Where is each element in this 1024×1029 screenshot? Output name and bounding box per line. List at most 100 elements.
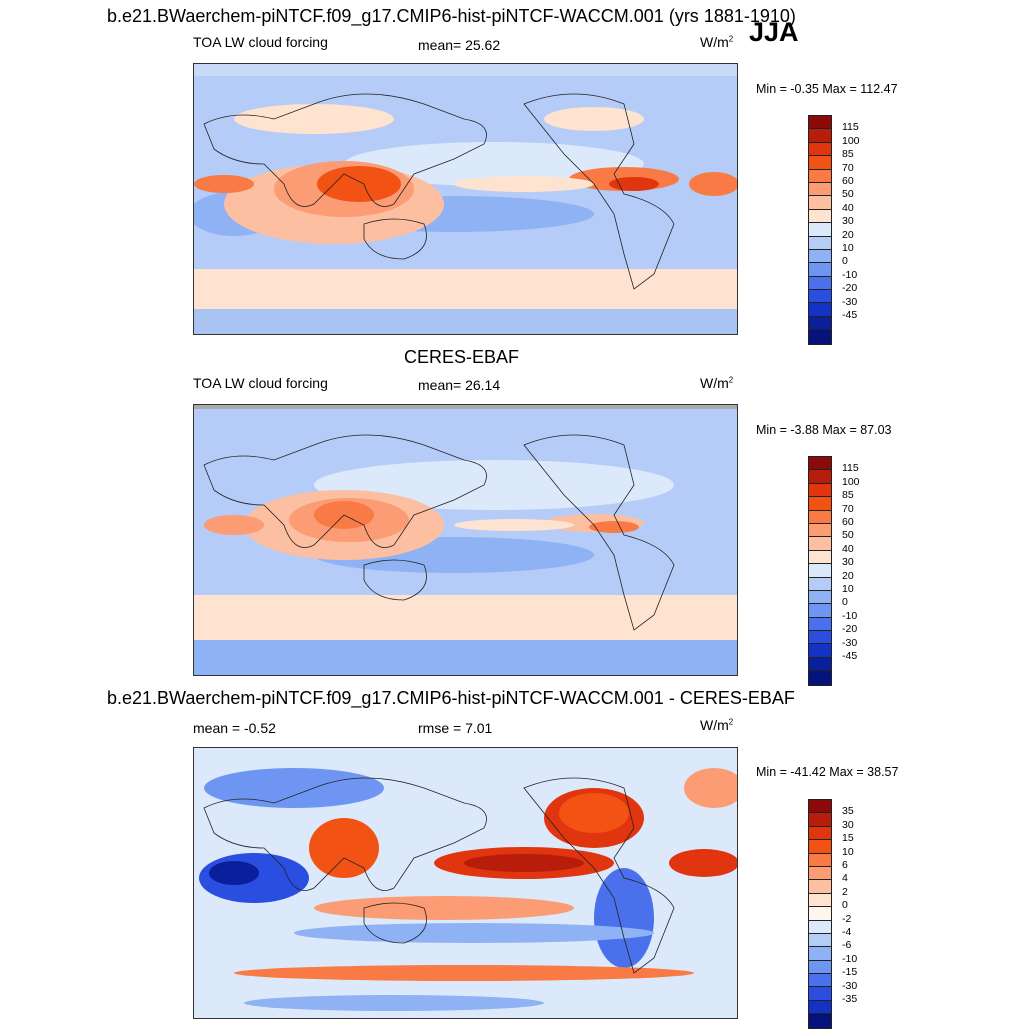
- colorbar-swatch: [809, 510, 831, 524]
- panel-2-minmax: Min = -3.88 Max = 87.03: [756, 423, 892, 437]
- colorbar-swatch: [809, 974, 831, 988]
- panel-1-units: W/m2: [700, 34, 734, 50]
- colorbar-swatch: [809, 263, 831, 277]
- colorbar-tick-label: -45: [842, 650, 858, 662]
- panel-1-variable-label: TOA LW cloud forcing: [193, 34, 328, 50]
- panel-3-minmax: Min = -41.42 Max = 38.57: [756, 765, 899, 779]
- panel-2-title: CERES-EBAF: [404, 347, 520, 367]
- colorbar-swatch: [809, 276, 831, 291]
- colorbar-tick-label: 10: [842, 845, 854, 858]
- colorbar-swatch: [809, 644, 831, 658]
- panel-3-mean: mean = -0.52: [193, 720, 276, 736]
- colorbar-tick-label: 60: [842, 516, 854, 528]
- colorbar-tick-label: 0: [842, 596, 848, 609]
- colorbar-tick-label: 20: [842, 569, 854, 582]
- colorbar-tick-label: -30: [842, 979, 858, 992]
- colorbar-tick-label: -20: [842, 623, 858, 636]
- colorbar-swatch: [809, 631, 831, 645]
- colorbar-tick-label: -10: [842, 268, 858, 281]
- colorbar-swatch: [809, 987, 831, 1001]
- colorbar-tick-label: 30: [842, 556, 854, 569]
- colorbar-tick-label: -20: [842, 282, 858, 295]
- colorbar-tick-label: 50: [842, 529, 854, 542]
- colorbar-swatch: [809, 330, 831, 344]
- panel-2-mean: mean= 26.14: [418, 377, 501, 393]
- colorbar-tick-label: 2: [842, 885, 848, 898]
- colorbar-swatch: [809, 470, 831, 484]
- colorbar-swatch: [809, 156, 831, 170]
- colorbar-swatch: [809, 129, 831, 143]
- panel-2-units: W/m2: [700, 375, 734, 391]
- colorbar-swatch: [809, 142, 831, 157]
- colorbar-swatch: [809, 457, 831, 471]
- colorbar-tick-label: -10: [842, 952, 858, 965]
- colorbar-tick-label: 10: [842, 583, 854, 595]
- colorbar-swatch: [809, 893, 831, 908]
- panel-2-variable-label: TOA LW cloud forcing: [193, 375, 328, 391]
- colorbar-swatch: [809, 537, 831, 551]
- colorbar-tick-label: -30: [842, 295, 858, 308]
- colorbar-swatch: [809, 577, 831, 591]
- colorbar-tick-label: 85: [842, 489, 854, 502]
- colorbar-tick-label: 60: [842, 175, 854, 187]
- colorbar-tick-label: 20: [842, 228, 854, 241]
- colorbar-swatch: [809, 249, 831, 264]
- colorbar-swatch: [809, 880, 831, 894]
- panel-1-minmax: Min = -0.35 Max = 112.47: [756, 82, 898, 96]
- colorbar-swatch: [809, 826, 831, 841]
- panel-1-mean: mean= 25.62: [418, 37, 501, 53]
- colorbar-tick-label: 70: [842, 502, 854, 515]
- colorbar-tick-label: 0: [842, 255, 848, 268]
- colorbar-swatch: [809, 223, 831, 237]
- colorbar-tick-label: 40: [842, 201, 854, 214]
- colorbar-tick-label: -15: [842, 966, 858, 979]
- panel-3-map: [193, 747, 738, 1019]
- colorbar-swatch: [809, 523, 831, 538]
- colorbar-tick-label: 85: [842, 148, 854, 161]
- colorbar-swatch: [809, 604, 831, 618]
- panel-2-map: [193, 404, 738, 676]
- colorbar-swatch: [809, 671, 831, 685]
- panel-2-colorbar: [808, 456, 832, 686]
- colorbar-tick-label: 4: [842, 872, 848, 885]
- colorbar-swatch: [809, 657, 831, 672]
- colorbar-tick-label: -6: [842, 939, 852, 952]
- colorbar-tick-label: 0: [842, 899, 848, 912]
- colorbar-tick-label: 50: [842, 188, 854, 201]
- colorbar-tick-label: 100: [842, 475, 860, 488]
- colorbar-tick-label: 70: [842, 161, 854, 174]
- panel-3-colorbar: [808, 799, 832, 1029]
- panel-3-title: b.e21.BWaerchem-piNTCF.f09_g17.CMIP6-his…: [107, 688, 795, 708]
- colorbar-swatch: [809, 169, 831, 183]
- colorbar-swatch: [809, 116, 831, 130]
- colorbar-swatch: [809, 316, 831, 331]
- colorbar-swatch: [809, 196, 831, 210]
- colorbar-tick-label: 100: [842, 134, 860, 147]
- colorbar-swatch: [809, 800, 831, 814]
- colorbar-swatch: [809, 933, 831, 948]
- colorbar-tick-label: -10: [842, 609, 858, 622]
- colorbar-swatch: [809, 853, 831, 867]
- colorbar-swatch: [809, 483, 831, 498]
- colorbar-swatch: [809, 209, 831, 224]
- colorbar-swatch: [809, 497, 831, 511]
- colorbar-tick-label: 10: [842, 242, 854, 254]
- colorbar-tick-label: 40: [842, 542, 854, 555]
- colorbar-tick-label: 30: [842, 818, 854, 831]
- colorbar-swatch: [809, 947, 831, 961]
- colorbar-swatch: [809, 907, 831, 921]
- panel-3-units: W/m2: [700, 717, 734, 733]
- colorbar-swatch: [809, 617, 831, 632]
- colorbar-tick-label: 115: [842, 121, 859, 134]
- colorbar-swatch: [809, 564, 831, 578]
- colorbar-tick-label: 35: [842, 805, 854, 818]
- colorbar-swatch: [809, 813, 831, 827]
- colorbar-swatch: [809, 920, 831, 934]
- colorbar-tick-label: 115: [842, 462, 859, 475]
- colorbar-tick-label: -30: [842, 636, 858, 649]
- colorbar-swatch: [809, 550, 831, 565]
- colorbar-tick-label: -35: [842, 993, 858, 1005]
- panel-1-colorbar: [808, 115, 832, 345]
- colorbar-swatch: [809, 182, 831, 197]
- colorbar-swatch: [809, 590, 831, 605]
